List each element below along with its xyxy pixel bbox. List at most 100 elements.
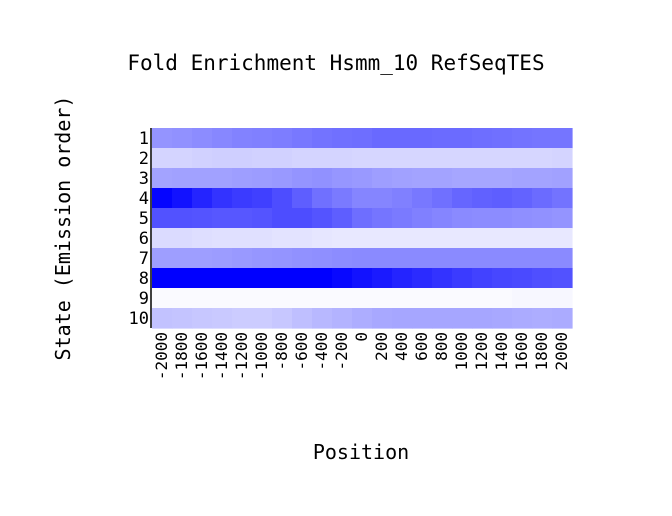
heatmap-cell [452,268,473,289]
heatmap-cell [512,248,533,269]
y-tick-label: 2 [139,149,149,169]
heatmap-cell [252,248,273,269]
x-tick-label: -1600 [192,332,211,380]
heatmap-cell [212,248,233,269]
heatmap-cell [452,228,473,249]
heatmap-cell [412,188,433,209]
heatmap-cell [412,268,433,289]
heatmap-cell [512,288,533,309]
heatmap-cell [332,268,353,289]
heatmap-cell [352,288,373,309]
heatmap-cell [252,168,273,189]
heatmap-cell [272,188,293,209]
heatmap-cell [492,208,513,229]
heatmap-cell [292,208,313,229]
heatmap-cell [252,288,273,309]
heatmap-cell [512,228,533,249]
heatmap-cell [352,168,373,189]
heatmap-cell [312,168,333,189]
heatmap-cell [472,308,493,329]
heatmap-cell [332,128,353,149]
heatmap-cell [172,188,193,209]
heatmap-cell [412,228,433,249]
heatmap-cell [392,248,413,269]
heatmap-cell [232,128,253,149]
heatmap-cell [472,208,493,229]
heatmap-cell [232,228,253,249]
heatmap-cell [332,188,353,209]
heatmap-cell [212,308,233,329]
heatmap-cell [292,228,313,249]
heatmap-cell [372,168,393,189]
heatmap-cell [192,208,213,229]
heatmap-cell [392,188,413,209]
y-tick-label: 8 [139,269,149,289]
heatmap-cell [212,148,233,169]
heatmap-cell [412,148,433,169]
heatmap-cell [332,168,353,189]
y-tick-label: 5 [139,209,149,229]
heatmap-cell [312,228,333,249]
heatmap-cell [532,248,553,269]
heatmap-cell [512,128,533,149]
heatmap-cell [552,208,573,229]
x-tick-label: -1800 [172,332,191,380]
heatmap-cell [372,148,393,169]
y-tick-label: 4 [139,189,149,209]
heatmap-cell [452,248,473,269]
heatmap-cell [432,208,453,229]
heatmap-cell [472,148,493,169]
x-tick-label: -800 [272,332,291,371]
x-tick-label: -600 [292,332,311,371]
x-tick-label: 1400 [492,332,511,371]
heatmap-cell [252,268,273,289]
heatmap-cell [172,228,193,249]
heatmap-cell [252,208,273,229]
heatmap-cell [312,128,333,149]
heatmap-cell [192,248,213,269]
heatmap-cell [432,268,453,289]
heatmap-cell [432,288,453,309]
heatmap-cell [372,208,393,229]
heatmap-cell [352,128,373,149]
y-tick-label: 7 [139,249,149,269]
heatmap-cell [392,288,413,309]
heatmap-cell [332,148,353,169]
heatmap-cell [532,228,553,249]
heatmap-cell [272,148,293,169]
heatmap-cell [432,308,453,329]
heatmap-cell [492,188,513,209]
heatmap-cell [332,308,353,329]
heatmap-cell [492,168,513,189]
heatmap-cell [392,268,413,289]
heatmap-cell [352,188,373,209]
x-tick-label: 1600 [512,332,531,371]
x-tick-label: 1800 [532,332,551,371]
heatmap-cell [552,168,573,189]
heatmap-cell [532,268,553,289]
heatmap-cell [152,248,173,269]
heatmap-cell [152,288,173,309]
heatmap-cell [212,208,233,229]
heatmap-cell [492,148,513,169]
heatmap-cell [232,288,253,309]
heatmap-cell [152,308,173,329]
heatmap-cell [352,208,373,229]
heatmap-cell [372,188,393,209]
heatmap-cell [372,128,393,149]
heatmap-cell [212,228,233,249]
heatmap-cell [192,308,213,329]
x-tick-label: 0 [352,332,371,342]
heatmap-cells [152,128,573,329]
heatmap-cell [232,268,253,289]
heatmap-cell [552,308,573,329]
heatmap-cell [232,168,253,189]
heatmap-cell [372,228,393,249]
heatmap-cell [312,208,333,229]
heatmap-cell [252,188,273,209]
heatmap-cell [152,268,173,289]
heatmap-cell [532,128,553,149]
heatmap-cell [272,128,293,149]
heatmap-cell [332,288,353,309]
